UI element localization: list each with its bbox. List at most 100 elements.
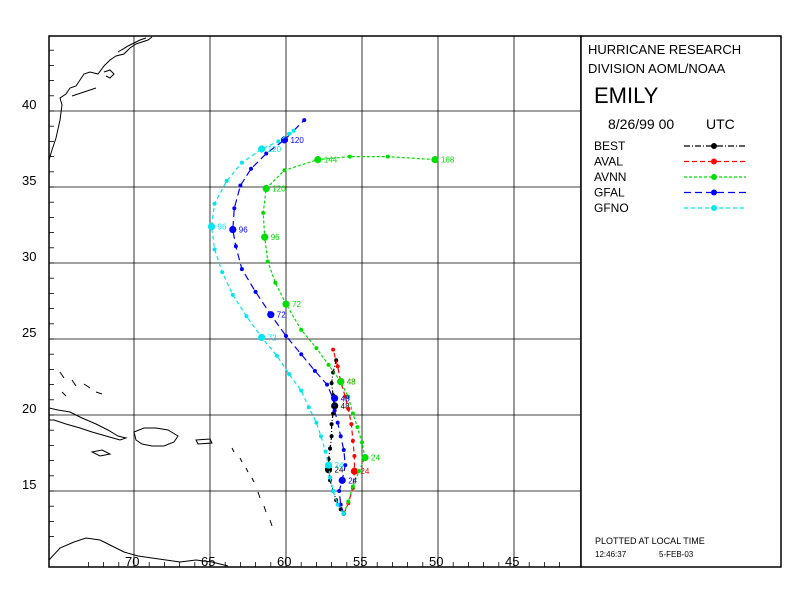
track-point [284,333,288,338]
track-day-marker [331,394,339,402]
track-point [273,280,278,285]
coastline-puerto-rico [195,438,213,445]
coastline-south-america [48,537,229,567]
track-hour-label: 120 [290,136,304,145]
track-day-marker [262,184,270,193]
track-point [346,406,351,411]
lon-tick-label: 55 [353,554,367,569]
track-point [220,270,225,275]
track-line [328,360,345,515]
track-point [299,327,304,332]
track-point [291,128,296,133]
track-point [299,388,304,393]
track-gfno: 24 72 96 120 [207,128,346,516]
info-panel-frame [580,35,782,568]
track-point [212,247,217,252]
track-point [356,469,361,474]
track-day-marker [431,156,439,164]
legend-marker [711,174,717,180]
lat-tick-label: 15 [22,477,36,492]
track-point [349,422,354,427]
track-point [282,168,287,173]
track-hour-label: 24 [335,466,344,475]
lon-tick-label: 60 [277,554,291,569]
coastline-long-island [71,87,97,97]
track-day-marker [258,145,266,153]
track-point [329,422,334,427]
track-point [338,502,343,507]
track-point [328,475,333,480]
legend-marker [711,143,717,149]
track-point [328,446,333,451]
coastline-us-east [48,36,153,161]
track-hour-label: 48 [347,378,356,387]
track-hour-label: 72 [277,311,286,320]
track-day-marker [314,156,322,164]
legend-label: AVAL [594,155,623,169]
track-day-marker [229,225,237,234]
storm-name: EMILY [594,83,659,108]
coastline-hispaniola [133,427,179,447]
lat-tick-label: 35 [22,173,36,188]
lon-tick-label: 50 [429,554,443,569]
track-point [212,201,217,206]
lat-tick-label: 40 [22,97,36,112]
track-point [312,368,317,373]
track-point [331,411,336,416]
track-day-marker [258,333,266,342]
track-point [253,289,258,294]
track-point [314,346,319,351]
track-point [331,489,336,493]
track-day-marker [267,311,275,319]
info-panel: HURRICANE RESEARCH DIVISION AOML/NOAA EM… [580,35,782,568]
track-point [329,381,334,386]
coastline-cape-cod [103,69,115,79]
lon-tick-label: 65 [201,554,215,569]
coastline-cuba [48,407,128,441]
legend-label: AVNN [594,170,626,184]
track-point [331,347,336,352]
track-point [264,151,269,156]
track-point [332,408,337,413]
coastline-lesser-antilles [231,447,273,527]
coastline-jamaica [90,449,112,457]
track-hour-label: 48 [347,378,356,387]
track-point [343,394,348,399]
track-point [274,353,279,358]
track-point [347,154,352,159]
coastline [48,36,273,567]
legend-marker [711,189,717,196]
track-point [338,434,343,439]
track-day-marker [361,453,369,462]
track-point [341,447,346,452]
utc-label: UTC [706,116,735,132]
track-point [233,244,238,249]
track-point [337,489,342,493]
track-point [350,484,355,489]
track-day-marker [338,476,346,484]
track-point [287,371,292,376]
track-point [299,352,304,357]
track-hour-label: 120 [272,185,286,194]
map-frame [48,35,582,568]
track-hour-label: 96 [218,223,227,232]
track-hour-label: 24 [348,476,357,485]
track-hour-label: 96 [239,226,248,235]
track-point [346,499,351,504]
track-hour-label: 96 [271,233,280,242]
coastline-bahamas [59,371,103,397]
lon-tick-label: 45 [505,554,519,569]
track-day-marker [207,222,216,231]
track-point [355,425,360,430]
track-point [343,463,348,468]
track-point [323,449,328,454]
track-point [352,454,357,459]
lat-tick-label: 25 [22,325,36,340]
track-point [265,259,270,264]
track-point [346,394,351,399]
track-point [230,292,235,297]
track-point [360,440,364,445]
org-line-2: DIVISION AOML/NOAA [588,61,726,76]
